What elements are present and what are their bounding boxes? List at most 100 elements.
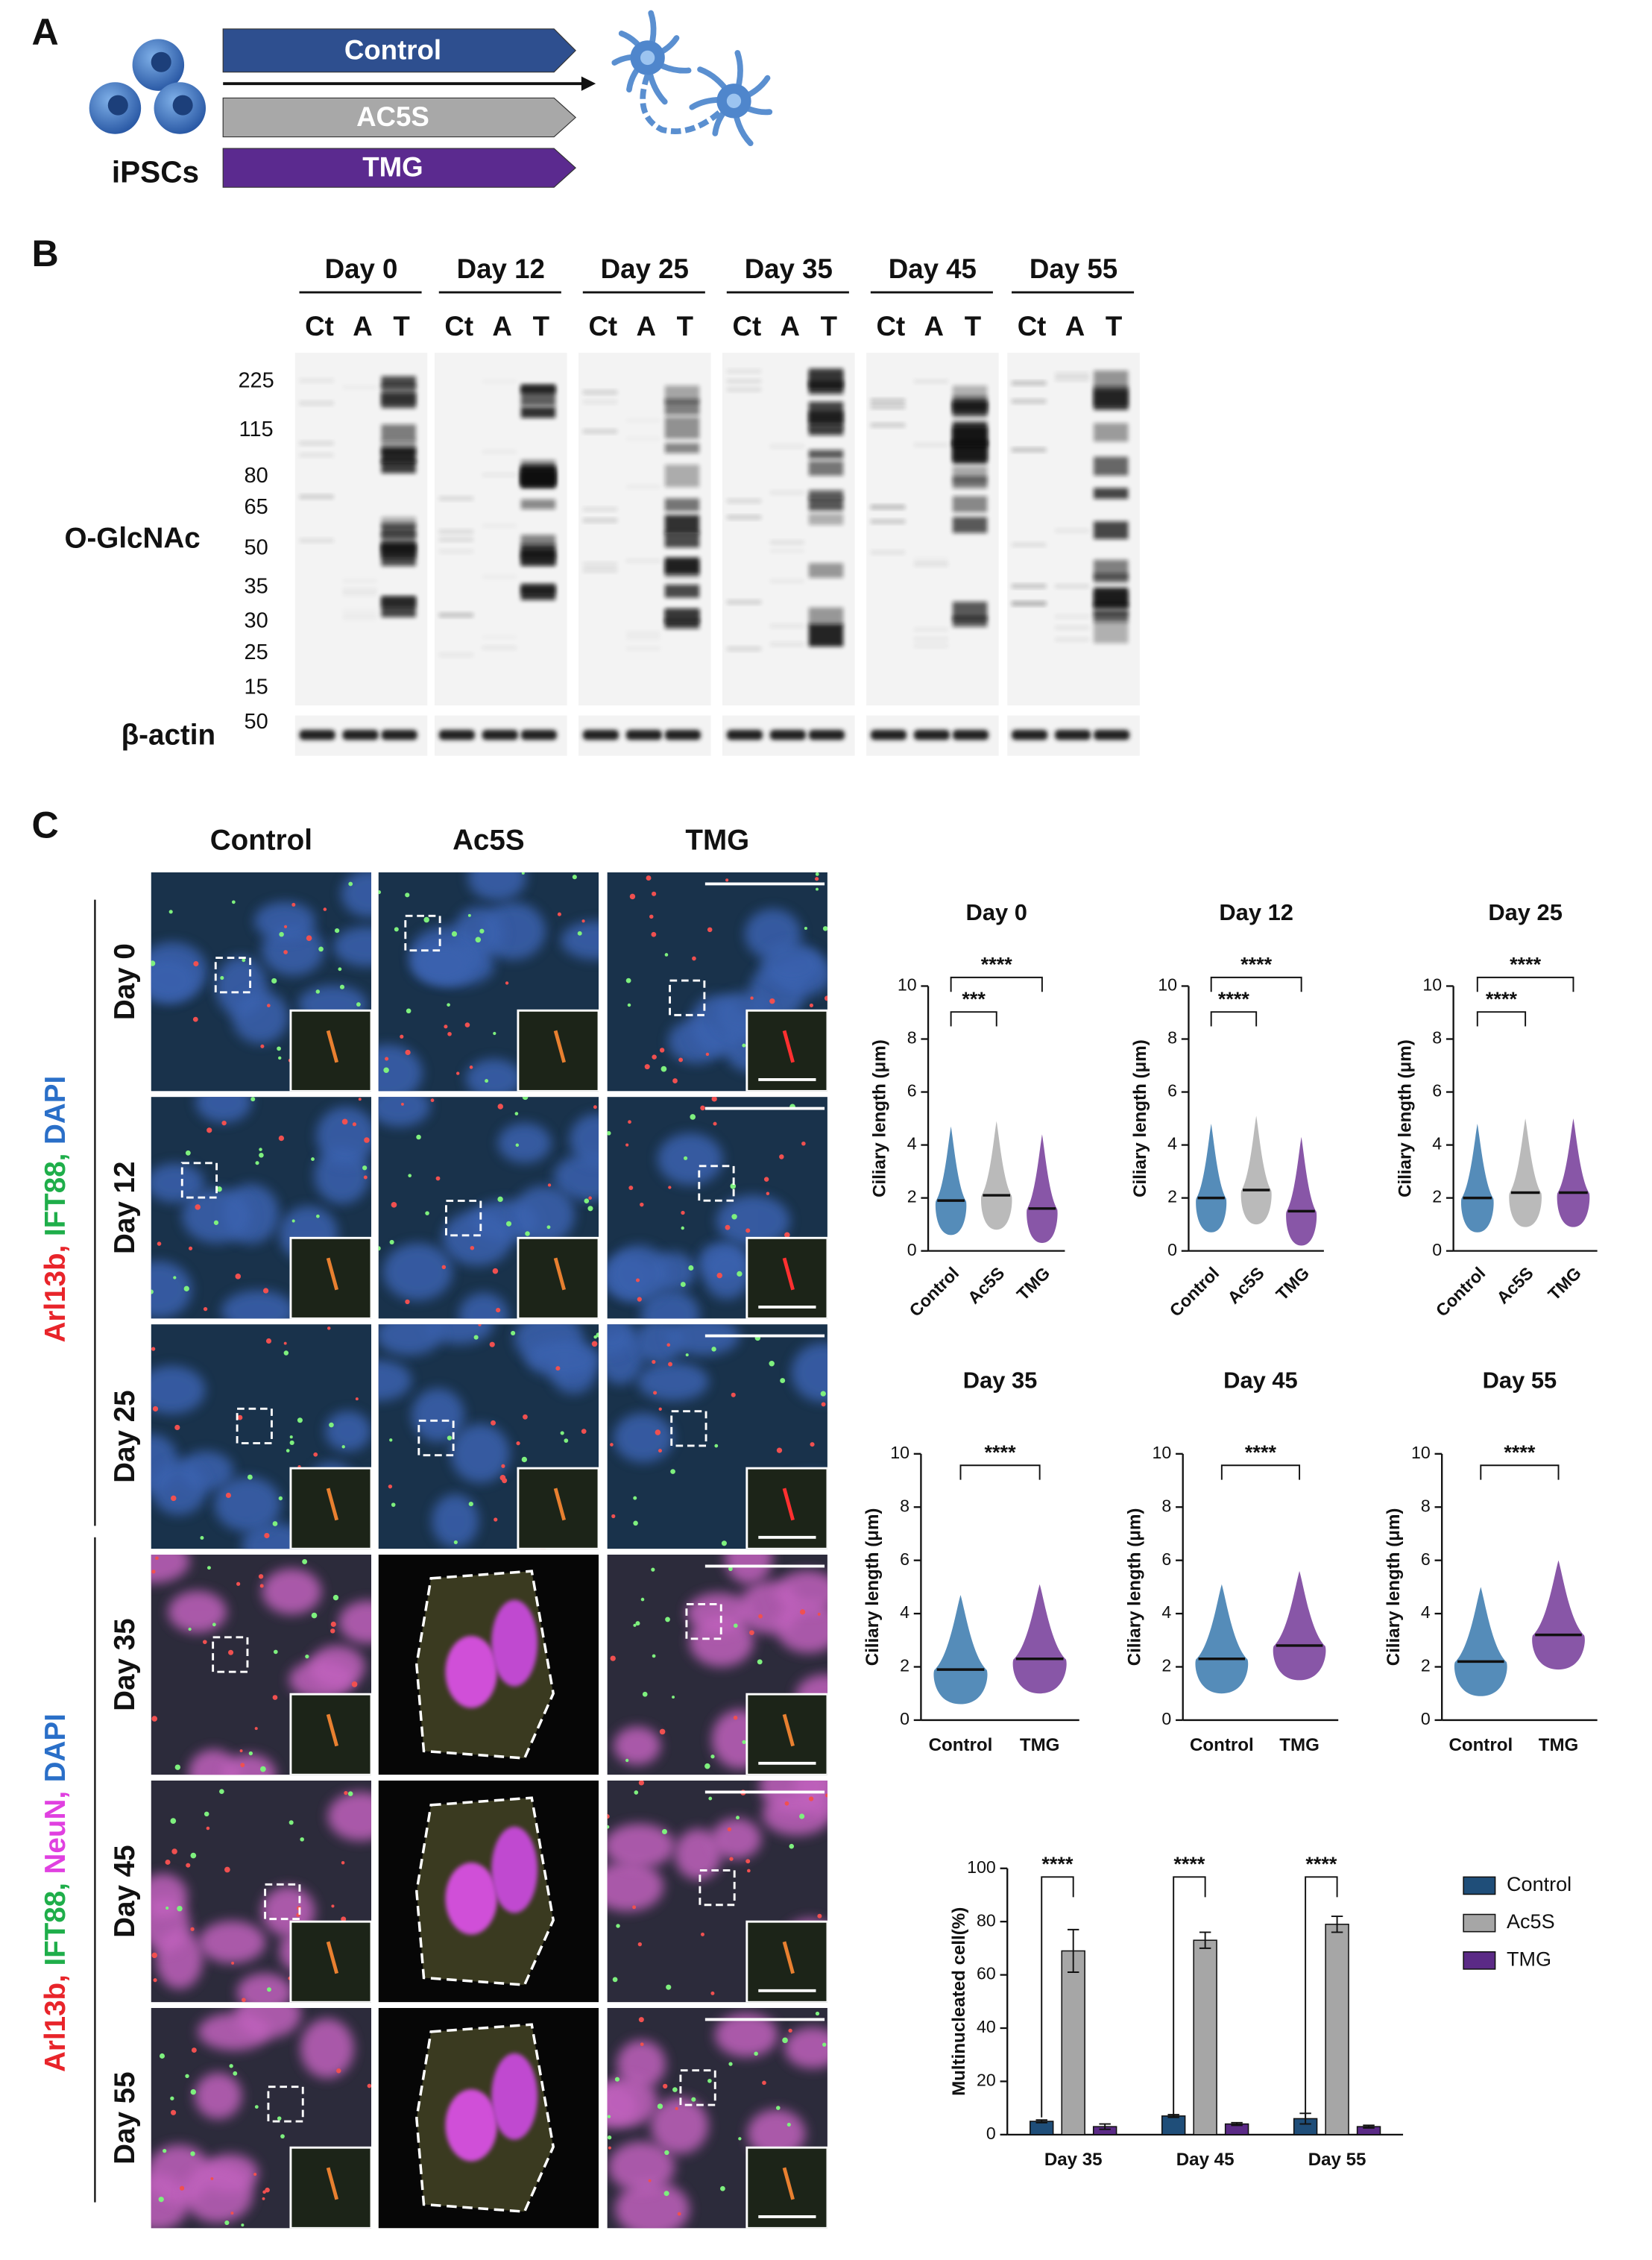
speck bbox=[405, 893, 410, 898]
band bbox=[808, 623, 844, 646]
speck bbox=[254, 1727, 258, 1731]
speck bbox=[616, 1924, 620, 1928]
significance-bracket bbox=[1476, 1011, 1527, 1027]
actin-band bbox=[1012, 729, 1048, 740]
speck bbox=[810, 1442, 815, 1447]
speck bbox=[688, 1265, 694, 1271]
x-tick-label: TMG bbox=[1020, 1735, 1060, 1755]
speck bbox=[494, 1517, 498, 1522]
actin-band bbox=[952, 729, 989, 740]
treatment-arrow bbox=[222, 28, 576, 73]
speck bbox=[331, 1904, 335, 1908]
band bbox=[482, 473, 517, 477]
band bbox=[482, 645, 517, 650]
speck bbox=[817, 1612, 821, 1616]
significance-label: **** bbox=[1173, 1853, 1205, 1875]
error-bar bbox=[1067, 1928, 1079, 1973]
stain-part: IFT88, bbox=[40, 1153, 72, 1237]
speck bbox=[192, 1016, 198, 1022]
speck bbox=[747, 1869, 751, 1873]
speck bbox=[200, 1536, 204, 1540]
y-tick-label: 80 bbox=[977, 1910, 996, 1930]
band bbox=[952, 466, 988, 484]
speck bbox=[170, 2096, 174, 2100]
nucleus bbox=[262, 1568, 322, 1615]
band bbox=[664, 465, 700, 488]
speck bbox=[248, 1751, 253, 1756]
speck bbox=[225, 1492, 232, 1499]
x-tick-label: TMG bbox=[1279, 1735, 1320, 1755]
speck bbox=[733, 1715, 738, 1720]
band bbox=[381, 424, 416, 441]
speck bbox=[406, 1008, 412, 1014]
speck bbox=[174, 1764, 181, 1770]
nucleus bbox=[378, 1044, 423, 1092]
speck bbox=[666, 1984, 672, 1990]
x-tick-label: TMG bbox=[1013, 1263, 1054, 1304]
speck bbox=[766, 1192, 770, 1196]
band bbox=[381, 517, 416, 527]
nucleus bbox=[195, 2072, 242, 2119]
y-tick-label: 10 bbox=[890, 1443, 909, 1462]
y-axis-label: Ciliary length (μm) bbox=[1130, 1039, 1150, 1197]
nucleus bbox=[445, 2089, 497, 2162]
bar bbox=[1193, 1939, 1217, 2135]
speck bbox=[728, 1567, 733, 1571]
speck bbox=[821, 1402, 826, 1407]
band bbox=[870, 398, 906, 403]
band bbox=[808, 490, 844, 500]
speck bbox=[714, 1444, 719, 1448]
speck bbox=[659, 1048, 665, 1053]
band bbox=[1054, 372, 1090, 377]
speck bbox=[228, 1649, 234, 1655]
significance-bracket bbox=[1210, 976, 1302, 992]
y-tick-label: 0 bbox=[1167, 1240, 1177, 1259]
speck bbox=[236, 1581, 241, 1586]
band bbox=[626, 635, 661, 640]
micrograph bbox=[378, 1781, 599, 2003]
speck bbox=[581, 1429, 587, 1434]
band bbox=[342, 385, 376, 390]
speck bbox=[447, 1435, 453, 1441]
inset bbox=[517, 1467, 599, 1549]
inset bbox=[517, 1236, 599, 1319]
speck bbox=[736, 1816, 740, 1820]
band bbox=[808, 513, 844, 526]
inset bbox=[289, 1236, 372, 1319]
error-bar bbox=[1199, 1931, 1211, 1949]
speck bbox=[522, 1097, 529, 1101]
band bbox=[582, 400, 618, 404]
speck bbox=[363, 1175, 368, 1180]
speck bbox=[336, 2068, 341, 2074]
speck bbox=[511, 1330, 516, 1336]
speck bbox=[430, 1098, 435, 1103]
speck bbox=[206, 1127, 212, 1133]
actin-band bbox=[625, 729, 662, 740]
soma-nucleus bbox=[726, 93, 742, 108]
speck bbox=[289, 1435, 293, 1439]
band bbox=[299, 378, 334, 383]
speck bbox=[789, 1843, 795, 1849]
y-tick-label: 8 bbox=[900, 1496, 909, 1515]
nucleus bbox=[378, 1324, 443, 1356]
speck bbox=[300, 1837, 304, 1842]
nucleus bbox=[232, 990, 289, 1044]
inset bbox=[745, 1236, 827, 1319]
speck bbox=[593, 1335, 597, 1339]
speck bbox=[635, 1621, 640, 1626]
speck bbox=[514, 1112, 519, 1115]
speck bbox=[478, 1324, 482, 1326]
lane-label: Ct bbox=[444, 311, 473, 341]
speck bbox=[152, 1406, 159, 1412]
band bbox=[520, 583, 556, 595]
speck bbox=[289, 1440, 294, 1446]
y-tick-label: 8 bbox=[907, 1028, 917, 1048]
speck bbox=[272, 1695, 278, 1700]
speck bbox=[451, 931, 458, 937]
roi bbox=[685, 1603, 722, 1640]
micrograph bbox=[607, 872, 827, 1092]
band bbox=[808, 461, 844, 476]
panel-label: A bbox=[31, 11, 58, 53]
significance-bracket bbox=[1210, 1011, 1258, 1027]
speck bbox=[441, 1265, 447, 1270]
